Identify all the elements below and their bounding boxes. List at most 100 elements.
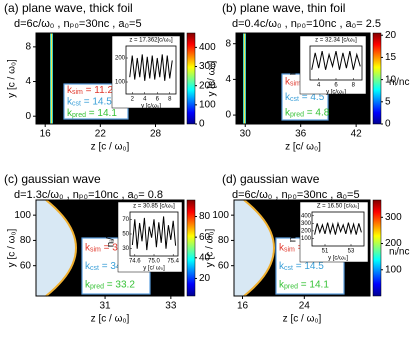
x-tick-label: 28	[150, 129, 162, 140]
inset-line	[131, 216, 177, 251]
k-value: kcst = 34.1	[85, 261, 130, 272]
inset-x-label: y [c/ω₀]	[326, 90, 346, 96]
inset: z = 32.34 [c/ω₀] 4 6 8 y [c/ω₀]	[299, 35, 367, 96]
k-value: ksim = 11.2	[67, 84, 113, 95]
y-tick-label: 4	[225, 74, 231, 85]
inset-x-label: y [c/ ω₀]	[143, 266, 165, 272]
colorbar-tick-label: 100	[385, 264, 402, 275]
inset-line	[311, 50, 361, 70]
k-symbol: k	[279, 242, 285, 253]
inset-line	[129, 54, 173, 81]
inset-y-tick-label: 300	[301, 221, 312, 227]
inset-y-label: nᵢ/nc	[288, 55, 299, 75]
k-number: = 14.1	[298, 279, 329, 290]
colorbar-tick-label: 300	[385, 212, 402, 223]
k-number: = 34.1	[99, 261, 130, 272]
y-axis-label: y [c / ω₀]	[7, 59, 18, 98]
x-axis-label: z [c / ω₀]	[91, 314, 130, 325]
k-subscript: cst	[290, 96, 299, 103]
colorbar-label: nᵢ/nc	[389, 247, 409, 258]
inset-y-label: nᵢ/nc	[100, 62, 111, 82]
k-symbol: k	[85, 279, 91, 290]
y-tick-label: 0	[25, 111, 31, 122]
colorbar-tick-label: 80	[199, 211, 211, 222]
k-value: kcst = 4.5	[285, 92, 325, 103]
panel-subtitle: d=0.4c/ω₀ , nₚ₀=10nc , a₀= 2.5	[232, 18, 381, 30]
inset-y-tick-label: 30	[122, 246, 129, 252]
colorbar-tick-label: 20	[385, 30, 397, 41]
k-subscript: pred	[290, 111, 304, 118]
k-subscript: cst	[284, 265, 293, 272]
k-value: kcst = 14.5	[279, 261, 324, 272]
colorbar-tick-label: 0	[199, 119, 205, 130]
panel-title: (b) plane wave, thin foil	[222, 1, 345, 15]
inset-title: z = 30.85 [c/ω₀]	[133, 204, 175, 210]
inset-y-tick-label: 400	[301, 213, 312, 219]
x-axis-label: z [c/ ω₀]	[285, 142, 321, 153]
k-number: = 14.5	[81, 96, 112, 107]
k-subscript: sim	[90, 246, 101, 253]
panel-title: (a) plane wave, thick foil	[4, 1, 133, 15]
inset-frame	[311, 211, 365, 247]
y-tick-label: 0	[225, 110, 231, 121]
x-tick-label: 16	[237, 301, 249, 312]
colorbar-tick-label: 300	[199, 61, 216, 72]
x-tick-label: 42	[351, 129, 363, 140]
inset-x-tick-label: 75.4	[167, 259, 179, 265]
inset-y-tick-label: 100	[301, 236, 312, 242]
inset-x-tick-label: 8	[168, 97, 172, 103]
k-symbol: k	[279, 261, 285, 272]
inset-x-tick-label: 75.0	[148, 259, 160, 265]
colorbar-tick-label: 10	[385, 74, 397, 85]
k-number: = 31.4	[101, 242, 132, 253]
colorbar-tick-label: 200	[385, 238, 402, 249]
y-axis-label: y [c/ ω₀]	[207, 60, 218, 96]
x-tick-label: 16	[40, 129, 52, 140]
k-symbol: k	[285, 92, 291, 103]
inset-y-tick-label: 200	[301, 228, 312, 234]
x-tick-label: 30	[240, 129, 252, 140]
inset-x-tick-label: 74.6	[129, 259, 141, 265]
k-symbol: k	[67, 84, 73, 95]
colorbar-label: nᵢ/nc	[389, 77, 409, 88]
colorbar-tick-label: 40	[199, 252, 211, 263]
x-tick-label: 33	[165, 301, 177, 312]
inset-y-tick-label: 50	[122, 232, 129, 238]
k-value: kpred = 14.1	[279, 279, 329, 290]
inset: z = 17.362[c/ω₀] 2 4 6 8 100 200 y [c/ω₀]	[111, 35, 181, 110]
k-value: ksim = 31.4	[85, 242, 132, 253]
k-symbol: k	[67, 96, 73, 107]
k-symbol: k	[279, 279, 285, 290]
k-value: kpred = 4.8	[285, 107, 330, 118]
inset-title: Z = 16.50 [c/ω₀]	[317, 204, 360, 210]
k-subscript: sim	[284, 246, 295, 253]
y-tick-label: 4	[25, 76, 31, 87]
colorbar	[186, 199, 196, 297]
inset: z = 30.85 [c/ω₀] 74.6 75.0 75.4 30 50 70 y [c/ …	[117, 201, 183, 273]
colorbar-tick-label: 0	[385, 119, 391, 130]
density-front	[243, 199, 276, 297]
plot-frame	[35, 199, 185, 297]
inset-x-tick-label: 51	[322, 249, 329, 255]
k-subscript: sim	[72, 89, 83, 96]
k-number: = 14.5	[293, 261, 324, 272]
k-number: = 14.1	[86, 108, 117, 119]
inset-x-tick-label: 4	[143, 97, 147, 103]
inset-x-tick-label: 53	[348, 249, 355, 255]
x-tick-label: 24	[299, 301, 311, 312]
inset-y-tick-label: 100	[115, 80, 126, 86]
y-axis-label: y [c / ω₀]	[205, 228, 216, 267]
ion-layer-core	[51, 33, 52, 124]
k-subscript: cst	[72, 100, 81, 107]
k-symbol: k	[67, 108, 73, 119]
y-axis-label: y [c / ω₀]	[7, 228, 18, 267]
y-tick-label: 60	[20, 260, 32, 271]
inset-x-tick-label: 8	[352, 83, 356, 89]
k-value: kpred = 14.1	[67, 108, 117, 119]
k-number: = 33.2	[104, 279, 135, 290]
k-subscript: pred	[284, 284, 298, 291]
colorbar	[372, 32, 382, 125]
plot-frame	[235, 32, 371, 125]
inset-y-label: nᵢ/nc	[288, 222, 299, 242]
